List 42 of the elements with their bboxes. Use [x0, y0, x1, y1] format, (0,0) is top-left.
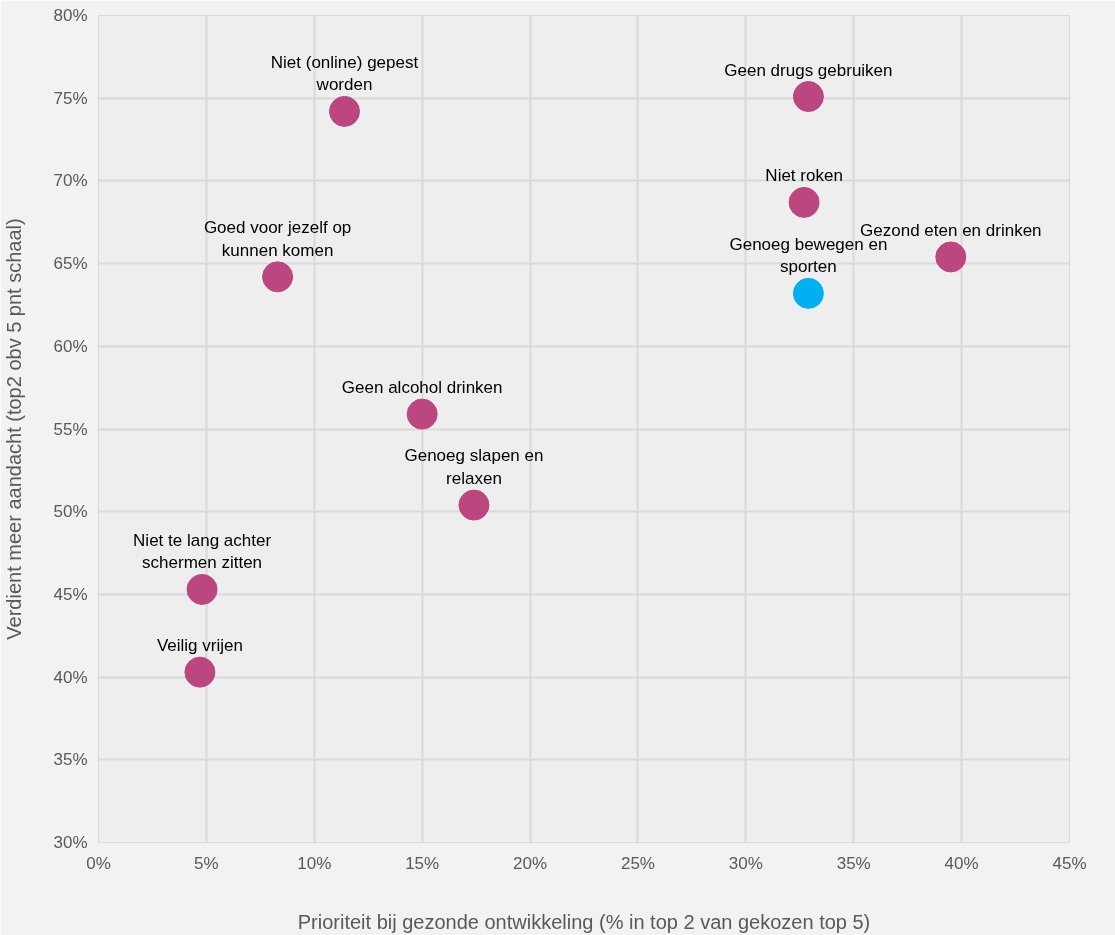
series-label: Gezond eten en drinken	[860, 220, 1042, 240]
x-tick-label: 45%	[1052, 853, 1087, 873]
y-tick-label: 60%	[53, 336, 88, 356]
x-tick-label: 40%	[944, 853, 979, 873]
y-tick-label: 50%	[53, 502, 88, 522]
point	[792, 81, 824, 113]
y-tick-label: 65%	[53, 254, 88, 274]
y-tick-label: 35%	[53, 750, 88, 770]
x-axis-title: Prioriteit bij gezonde ontwikkeling (% in top 2 van gekozen top 5)	[297, 910, 871, 933]
point	[935, 241, 967, 273]
y-axis-title: Verdient meer aandacht (top2 obv 5 pnt schaal)	[3, 218, 26, 640]
x-tick-label: 15%	[405, 853, 440, 873]
point	[186, 573, 218, 605]
x-tick-label: 0%	[86, 853, 111, 873]
point	[406, 398, 438, 430]
point	[788, 186, 820, 218]
x-tick-label: 5%	[194, 853, 219, 873]
point	[458, 489, 490, 521]
y-tick-label: 30%	[53, 833, 88, 852]
x-tick-label: 35%	[836, 853, 871, 873]
y-tick-label: 80%	[53, 6, 88, 25]
point	[328, 95, 360, 127]
y-tick-label: 55%	[53, 419, 88, 439]
series-label: Genoeg slapen en relaxen	[404, 446, 544, 489]
point	[262, 261, 294, 293]
series-label: Niet roken	[765, 166, 843, 186]
series-label: Niet te lang achter schermen zitten	[133, 530, 272, 573]
x-tick-label: 20%	[513, 853, 548, 873]
series-label: Veilig vrijen	[156, 636, 243, 656]
y-tick-label: 75%	[53, 88, 88, 108]
x-tick-label: 30%	[728, 853, 763, 873]
point	[792, 277, 824, 309]
x-tick-label: 10%	[297, 853, 332, 873]
series-label: Niet (online) gepest worden	[270, 52, 419, 95]
point	[184, 656, 216, 688]
series-label: Geen alcohol drinken	[341, 378, 503, 398]
series-label: Geen drugs gebruiken	[724, 60, 893, 80]
series-label: Goed voor jezelf op kunnen komen	[203, 218, 352, 260]
y-tick-label: 40%	[53, 667, 88, 687]
y-tick-label: 45%	[53, 584, 88, 604]
x-tick-label: 25%	[620, 853, 655, 873]
y-tick-label: 70%	[53, 171, 88, 191]
